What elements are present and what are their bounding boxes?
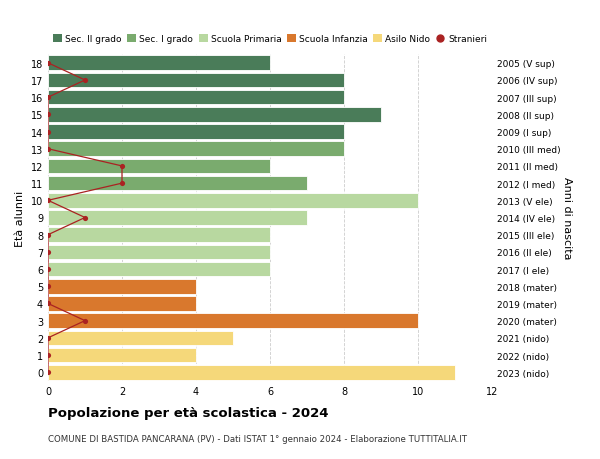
Bar <box>48 313 418 328</box>
Bar <box>48 280 196 294</box>
Point <box>43 112 53 119</box>
Bar <box>48 194 418 208</box>
Point <box>43 94 53 101</box>
Point <box>43 146 53 153</box>
Point <box>43 197 53 205</box>
Point <box>43 60 53 67</box>
Y-axis label: Età alunni: Età alunni <box>15 190 25 246</box>
Point <box>43 283 53 290</box>
Point <box>43 249 53 256</box>
Point <box>80 214 90 222</box>
Bar <box>48 262 270 277</box>
Bar <box>48 159 270 174</box>
Bar <box>48 91 344 105</box>
Bar <box>48 297 196 311</box>
Bar <box>48 142 344 157</box>
Bar <box>48 176 307 191</box>
Point <box>43 300 53 308</box>
Bar <box>48 228 270 242</box>
Bar <box>48 56 270 71</box>
Bar <box>48 108 381 123</box>
Bar <box>48 365 455 380</box>
Text: Popolazione per età scolastica - 2024: Popolazione per età scolastica - 2024 <box>48 406 329 419</box>
Bar <box>48 211 307 225</box>
Bar <box>48 73 344 88</box>
Point <box>43 129 53 136</box>
Y-axis label: Anni di nascita: Anni di nascita <box>562 177 572 259</box>
Point <box>43 352 53 359</box>
Bar <box>48 125 344 140</box>
Point <box>43 231 53 239</box>
Text: COMUNE DI BASTIDA PANCARANA (PV) - Dati ISTAT 1° gennaio 2024 - Elaborazione TUT: COMUNE DI BASTIDA PANCARANA (PV) - Dati … <box>48 434 467 443</box>
Bar <box>48 245 270 260</box>
Point <box>117 163 127 170</box>
Bar <box>48 348 196 363</box>
Point <box>80 317 90 325</box>
Point <box>43 369 53 376</box>
Legend: Sec. II grado, Sec. I grado, Scuola Primaria, Scuola Infanzia, Asilo Nido, Stran: Sec. II grado, Sec. I grado, Scuola Prim… <box>53 35 487 44</box>
Point <box>80 77 90 84</box>
Point <box>117 180 127 187</box>
Bar <box>48 331 233 345</box>
Point <box>43 335 53 342</box>
Point <box>43 266 53 273</box>
